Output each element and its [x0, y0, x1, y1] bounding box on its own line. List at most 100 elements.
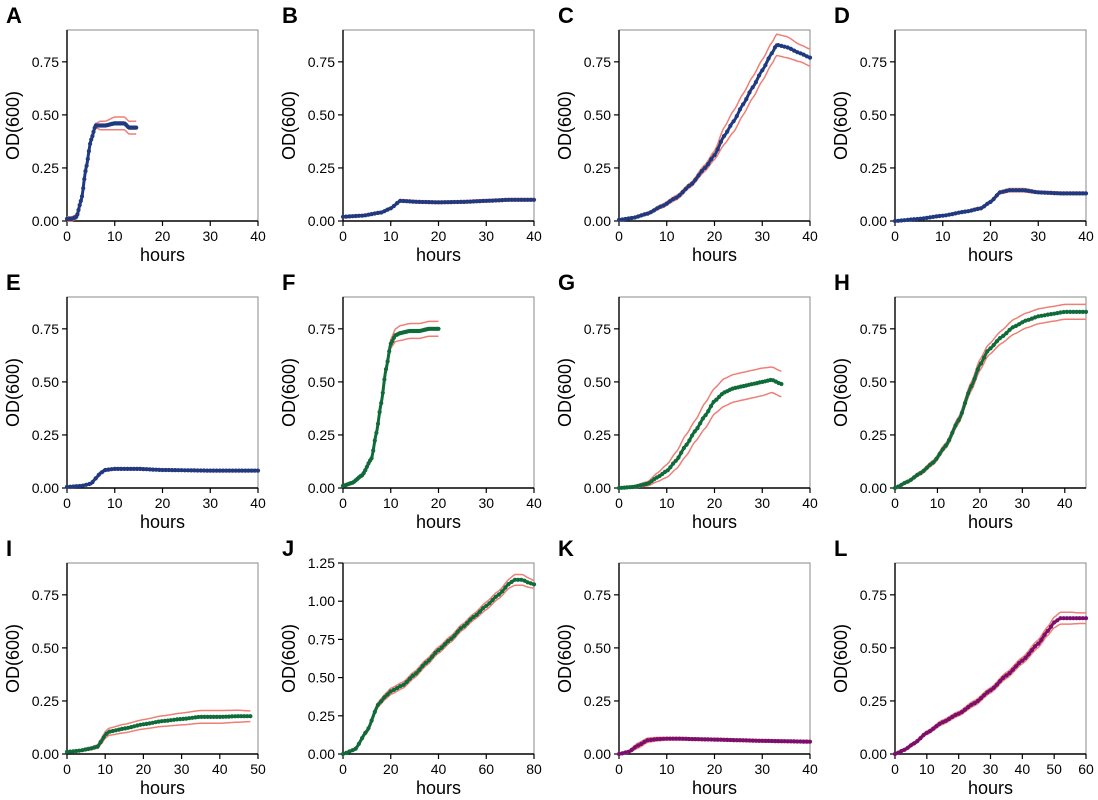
upper-band-line — [618, 33, 811, 220]
data-point — [468, 617, 473, 622]
data-point — [683, 186, 689, 191]
x-axis-title: hours — [140, 778, 185, 798]
data-point — [1045, 628, 1050, 634]
data-point — [788, 739, 794, 744]
data-point — [500, 589, 505, 594]
data-point — [387, 349, 392, 354]
data-point — [997, 336, 1003, 341]
plot-frame — [894, 562, 1087, 755]
data-point — [943, 213, 949, 218]
data-point — [908, 477, 914, 482]
data-point — [196, 714, 201, 720]
x-tick-label: 10 — [659, 495, 675, 511]
data-point — [997, 679, 1003, 684]
data-point — [912, 217, 917, 222]
panel-g: G 0.00 0.25 0.50 0.75 0 10 20 30 40 hours OD(600) — [555, 270, 818, 532]
data-point — [997, 190, 1003, 195]
panel-label: K — [558, 536, 574, 561]
data-point — [76, 207, 81, 213]
x-tick-label: 30 — [1015, 495, 1031, 511]
x-axis-title: hours — [416, 778, 461, 798]
data-point — [943, 718, 949, 723]
data-point — [629, 215, 634, 221]
x-axis-title: hours — [968, 512, 1013, 532]
data-point — [692, 429, 697, 434]
data-point — [1029, 648, 1034, 653]
data-point — [677, 736, 682, 741]
plot-frame — [66, 296, 259, 489]
x-tick-label: 20 — [972, 495, 988, 511]
data-point — [87, 481, 92, 487]
data-point — [728, 737, 733, 743]
data-point — [1039, 190, 1044, 195]
y-tick-label: 0.00 — [32, 213, 59, 229]
data-point — [953, 423, 958, 428]
data-point — [189, 468, 194, 473]
panel-i: I 0.00 0.25 0.50 0.75 0 10 20 30 40 50 hours OD(600) — [3, 536, 266, 798]
data-point — [407, 199, 412, 204]
data-point — [214, 468, 219, 473]
data-point — [420, 663, 425, 669]
data-point — [81, 186, 86, 191]
data-point — [677, 193, 682, 198]
data-point — [86, 149, 91, 154]
data-point — [503, 585, 508, 590]
data-point — [1023, 318, 1028, 323]
data-point — [192, 468, 197, 473]
data-point — [690, 737, 695, 742]
data-point — [176, 468, 181, 473]
data-point — [1052, 191, 1057, 196]
data-point — [1004, 188, 1009, 193]
y-axis-title: OD(600) — [3, 91, 23, 160]
data-point — [760, 738, 765, 743]
data-point — [772, 45, 778, 50]
data-point — [356, 741, 361, 746]
data-point — [372, 211, 377, 216]
data-point — [785, 739, 790, 744]
x-tick-label: 0 — [891, 495, 899, 511]
x-tick-label: 30 — [478, 495, 494, 511]
data-point — [690, 433, 695, 438]
data-point — [915, 216, 920, 222]
data-point — [519, 197, 524, 202]
y-tick-label: 0.75 — [32, 54, 59, 70]
data-point — [481, 198, 486, 203]
data-point — [509, 579, 514, 585]
y-axis-title: OD(600) — [3, 624, 23, 693]
x-tick-label: 20 — [155, 495, 171, 511]
data-point — [717, 394, 722, 399]
plot-frame — [618, 29, 811, 222]
panel-label: A — [6, 3, 22, 28]
data-point — [985, 690, 990, 695]
data-point — [217, 468, 222, 473]
data-point — [85, 156, 90, 162]
data-point — [182, 468, 187, 473]
data-point — [899, 482, 904, 487]
x-axis-title: hours — [692, 512, 737, 532]
data-point — [671, 197, 676, 202]
data-point — [119, 726, 125, 732]
data-point — [93, 476, 98, 481]
data-point — [763, 738, 768, 744]
data-point — [779, 381, 784, 387]
data-point — [439, 200, 444, 205]
data-point — [461, 624, 467, 629]
y-tick-label: 0.75 — [308, 54, 335, 70]
y-tick-label: 0.75 — [32, 321, 59, 337]
data-point — [442, 200, 447, 205]
data-point — [1055, 191, 1060, 196]
data-point — [1007, 671, 1012, 676]
data-point — [220, 468, 226, 473]
data-point — [173, 468, 178, 473]
data-point — [379, 699, 384, 704]
data-point — [1029, 189, 1034, 194]
data-point — [683, 736, 689, 741]
y-tick-label: 0.00 — [308, 213, 335, 229]
y-tick-label: 1.00 — [308, 593, 335, 609]
data-point — [915, 739, 920, 744]
data-point — [1026, 317, 1031, 322]
data-point — [1036, 190, 1041, 195]
data-point — [947, 716, 952, 722]
data-point — [629, 747, 634, 753]
data-point — [892, 218, 898, 224]
